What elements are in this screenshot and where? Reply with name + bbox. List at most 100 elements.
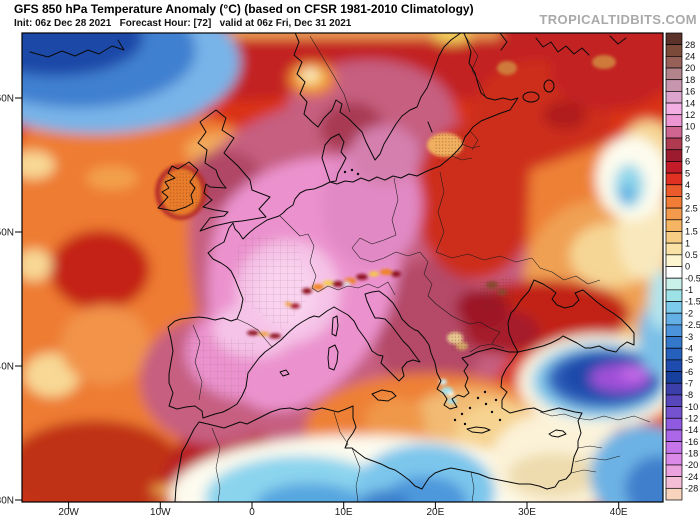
lat-label: 50N <box>0 228 14 239</box>
colorbar-cell <box>665 336 683 349</box>
colorbar-cell <box>665 184 683 197</box>
colorbar-cell <box>665 44 683 57</box>
colorbar-cell <box>665 102 683 116</box>
lon-label: 40E <box>610 507 628 517</box>
colorbar-cell <box>665 242 683 256</box>
colorbar-cell <box>665 32 683 46</box>
colorbar-label: -1 <box>685 285 693 295</box>
country-borders <box>192 33 651 502</box>
colorbar-cell <box>665 289 683 302</box>
colorbar-label: 7 <box>685 145 690 155</box>
colorbar-cell <box>665 55 683 69</box>
colorbar-cell <box>665 161 683 174</box>
colorbar-cell <box>665 196 683 209</box>
colorbar-cell <box>665 126 683 139</box>
colorbar-cell <box>665 417 683 431</box>
colorbar-label: 10 <box>685 122 695 132</box>
colorbar-label: -18 <box>685 449 698 459</box>
colorbar-label: 18 <box>685 75 695 85</box>
colorbar-cell <box>665 464 683 478</box>
terrain-stipple <box>167 131 516 351</box>
coastlines <box>29 33 635 502</box>
colorbar-cell <box>665 324 683 337</box>
colorbar-cell <box>665 219 683 232</box>
lon-label: 30E <box>518 507 536 517</box>
colorbar-cell <box>665 371 683 384</box>
lon-label: 20W <box>58 507 79 517</box>
watermark-tropicaltidbits: TROPICALTIDBITS.COM <box>539 12 697 27</box>
colorbar-cell <box>665 266 683 279</box>
colorbar-label: 3 <box>685 192 690 202</box>
colorbar-label: -1.5 <box>685 297 700 307</box>
colorbar-label: 6 <box>685 157 690 167</box>
colorbar-cell <box>665 394 683 407</box>
colorbar-label: 1.5 <box>685 227 698 237</box>
lat-label: 60N <box>0 94 14 105</box>
colorbar-cell <box>665 67 683 81</box>
colorbar-cell <box>665 137 683 151</box>
colorbar-cell <box>665 476 683 489</box>
colorbar-label: -24 <box>685 472 698 482</box>
colorbar-label: 16 <box>685 87 695 97</box>
colorbar-cell <box>665 347 683 361</box>
colorbar-cell <box>665 207 683 221</box>
colorbar-cell <box>665 277 683 291</box>
colorbar-label: -3 <box>685 332 693 342</box>
colorbar-label: 1 <box>685 238 690 248</box>
colorbar-label: 0.5 <box>685 250 698 260</box>
axis-labels: 60N 50N 40N 30N 20W 10W 0 10E 20E 30E 40E <box>0 94 628 517</box>
colorbar-cell <box>665 91 683 104</box>
colorbar-label: 28 <box>685 40 695 50</box>
colorbar-label: 14 <box>685 98 695 108</box>
colorbar-label: -28 <box>685 484 698 494</box>
colorbar-label: 12 <box>685 110 695 120</box>
colorbar-cell <box>665 429 683 442</box>
colorbar-label: -10 <box>685 402 698 412</box>
colorbar-label: 4 <box>685 180 690 190</box>
map-frame <box>21 32 664 503</box>
map-title: GFS 850 hPa Temperature Anomaly (°C) (ba… <box>14 2 474 16</box>
lon-label: 0 <box>249 507 255 517</box>
lat-label: 40N <box>0 362 14 373</box>
colorbar-label: 2 <box>685 215 690 225</box>
colorbar-label: -16 <box>685 437 698 447</box>
colorbar-label: -12 <box>685 413 698 423</box>
colorbar-cell <box>665 114 683 127</box>
colorbar-cell <box>665 487 683 501</box>
colorbar-cell <box>665 441 683 454</box>
colorbar-label: -20 <box>685 460 698 470</box>
colorbar-label: 20 <box>685 63 695 73</box>
colorbar-cell <box>665 149 683 162</box>
colorbar-cell <box>665 301 683 314</box>
colorbar-label: -4 <box>685 343 693 353</box>
colorbar-label: -14 <box>685 425 698 435</box>
colorbar-cell <box>665 406 683 419</box>
lat-label: 30N <box>0 496 14 507</box>
colorbar-label: 5 <box>685 168 690 178</box>
colorbar-cell <box>665 452 683 466</box>
colorbar-label: -2 <box>685 308 693 318</box>
colorbar-label: 8 <box>685 133 690 143</box>
colorbar-cell <box>665 382 683 396</box>
colorbar-label: -5 <box>685 355 693 365</box>
colorbar-cell <box>665 254 683 267</box>
lon-label: 10W <box>150 507 171 517</box>
lon-label: 10E <box>335 507 353 517</box>
colorbar-cell <box>665 172 683 186</box>
aegean-islands <box>343 168 502 426</box>
colorbar-label: -2.5 <box>685 320 700 330</box>
colorbar-label: -7 <box>685 378 693 388</box>
colorbar-label: 2.5 <box>685 203 698 213</box>
lon-label: 20E <box>427 507 445 517</box>
map-subtitle: Init: 06z Dec 28 2021 Forecast Hour: [72… <box>14 17 352 29</box>
colorbar-label: -0.5 <box>685 273 700 283</box>
colorbar-cell <box>665 231 683 244</box>
colorbar-label: -6 <box>685 367 693 377</box>
colorbar-label: 0 <box>685 262 690 272</box>
colorbar-cell <box>665 79 683 92</box>
colorbar-cell <box>665 312 683 326</box>
